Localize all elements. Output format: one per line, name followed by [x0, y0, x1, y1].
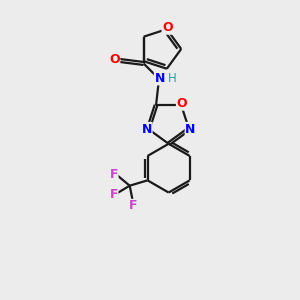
Text: N: N	[154, 72, 165, 85]
Text: F: F	[110, 188, 118, 200]
Text: F: F	[110, 168, 118, 181]
Text: N: N	[142, 122, 152, 136]
Text: F: F	[128, 200, 137, 212]
Text: H: H	[168, 72, 177, 85]
Text: O: O	[162, 21, 173, 34]
Text: O: O	[176, 97, 187, 110]
Text: O: O	[109, 53, 120, 66]
Text: N: N	[185, 122, 196, 136]
